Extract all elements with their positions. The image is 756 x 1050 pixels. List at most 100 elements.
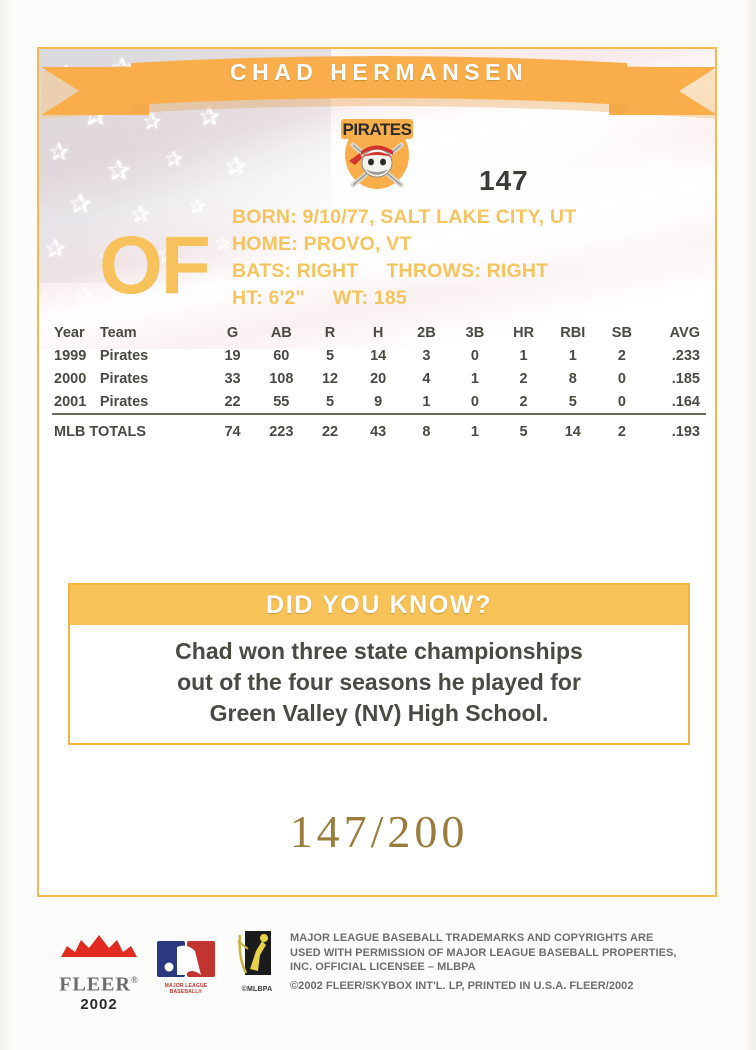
col-2b: 2B [417, 324, 436, 341]
col-team: Team [99, 324, 137, 341]
cell-totals-label: MLB TOTALS [52, 413, 209, 445]
bio-bats: BATS: RIGHT [232, 260, 359, 282]
star-icon: ✰ [99, 245, 118, 270]
card-number: 147 [479, 165, 529, 196]
table-row: 2001 Pirates 22 55 5 9 1 0 2 5 0 .164 [52, 390, 706, 414]
legal-text: MAJOR LEAGUE BASEBALL TRADEMARKS AND COP… [290, 931, 710, 993]
cell-hr: 2 [519, 393, 528, 410]
table-header-row: Year Team G AB R H 2B 3B HR RBI SB AVG [52, 321, 706, 344]
legal-line-2: USED WITH PERMISSION OF MAJOR LEAGUE BAS… [290, 946, 677, 959]
cell-rbi: 8 [568, 370, 577, 387]
star-icon: ✰ [107, 155, 131, 186]
cell-avg: .164 [671, 393, 700, 410]
page-title: CHAD HERMANSEN [229, 59, 529, 85]
svg-text:PIRATES: PIRATES [343, 120, 412, 139]
col-avg: AVG [669, 324, 700, 341]
mlb-caption: MAJOR LEAGUE BASEBALL® [164, 983, 208, 995]
cell-sb: 0 [617, 370, 626, 387]
serial-number: 147/200 [289, 806, 469, 857]
cell-sb: 2 [617, 347, 626, 364]
cell-team: Pirates [99, 370, 149, 387]
cell-r: 12 [321, 370, 339, 387]
cell-g: 19 [224, 347, 241, 364]
footer-logos: FLEER® 2002 MAJOR LEAGUE BASEBALL® [51, 923, 281, 1013]
bio-ht-wt: HT: 6'2" WT: 185 [232, 285, 576, 312]
cell-hr: 1 [519, 347, 528, 364]
star-icon: ✰ [157, 239, 179, 269]
cell-totals-3b: 1 [450, 413, 500, 445]
star-icon: ✰ [75, 284, 93, 307]
col-r: R [324, 324, 336, 341]
did-you-know-header: DID YOU KNOW? [70, 585, 688, 625]
col-sb: SB [611, 324, 632, 341]
star-icon: ✰ [199, 103, 220, 131]
cell-team: Pirates [99, 347, 149, 364]
bio-throws: THROWS: RIGHT [386, 260, 549, 282]
did-you-know-box: DID YOU KNOW? Chad won three state champ… [68, 583, 690, 745]
cell-team: Pirates [99, 393, 149, 410]
player-bio: BORN: 9/10/77, SALT LAKE CITY, UT HOME: … [232, 204, 576, 312]
cell-year: 2000 [54, 370, 87, 387]
pirates-team-logo-icon: PIRATES [335, 103, 419, 195]
card-footer: FLEER® 2002 MAJOR LEAGUE BASEBALL® [37, 905, 719, 1015]
star-icon: ✰ [225, 151, 247, 181]
player-position: OF [99, 220, 211, 311]
bio-bats-throws: BATS: RIGHT THROWS: RIGHT [232, 258, 576, 285]
table-totals-row: MLB TOTALS 74 223 22 43 8 1 5 14 2 .193 [52, 413, 706, 445]
cell-totals-hr: 5 [499, 413, 549, 445]
legal-line-4: ©2002 FLEER/SKYBOX INT'L. LP, PRINTED IN… [290, 979, 634, 992]
col-ab: AB [270, 324, 292, 341]
cell-h: 20 [370, 370, 387, 387]
cell-totals-ab: 223 [256, 413, 306, 445]
col-g: G [226, 324, 239, 341]
cell-avg: .233 [671, 347, 700, 364]
cell-h: 9 [374, 393, 383, 410]
bio-wt: WT: 185 [332, 287, 407, 309]
star-icon: ✰ [69, 189, 92, 219]
mlbpa-caption: ©MLBPA [241, 986, 273, 993]
bio-ht: HT: 6'2" [232, 287, 305, 309]
mlbpa-logo-icon: ©MLBPA [227, 929, 287, 993]
cell-3b: 0 [470, 347, 479, 364]
cell-r: 5 [325, 347, 335, 364]
did-you-know-line-3: Green Valley (NV) High School. [209, 700, 549, 726]
cell-year: 2001 [54, 393, 87, 410]
card-inner-frame: ✰ ✰ ✰ ✰ ✰ ✰ ✰ ✰ ✰ ✰ ✰ ✰ ✰ ✰ ✰ ✰ ✰ ✰ ✰ [37, 47, 717, 897]
table-row: 1999 Pirates 19 60 5 14 3 0 1 1 2 .233 [52, 344, 706, 367]
name-ribbon-banner [39, 53, 715, 127]
cell-totals-sb: 2 [597, 413, 647, 445]
cell-ab: 60 [273, 347, 290, 364]
col-hr: HR [513, 324, 535, 341]
cell-rbi: 5 [568, 393, 577, 410]
did-you-know-line-1: Chad won three state championships [175, 638, 583, 664]
star-icon: ✰ [135, 292, 151, 312]
legal-line-3: INC. OFFICIAL LICENSEE – MLBPA [290, 961, 476, 973]
table-row: 2000 Pirates 33 108 12 20 4 1 2 8 0 .185 [52, 367, 706, 390]
career-stats-table: Year Team G AB R H 2B 3B HR RBI SB AVG 1… [52, 321, 706, 445]
mlb-logo-icon: MAJOR LEAGUE BASEBALL® [155, 941, 217, 995]
cell-2b: 4 [422, 370, 431, 387]
col-rbi: RBI [560, 324, 586, 341]
col-h: H [372, 324, 384, 341]
star-icon: ✰ [215, 234, 231, 255]
fleer-year: 2002 [80, 995, 118, 1013]
cell-totals-r: 22 [305, 413, 355, 445]
star-icon: ✰ [165, 148, 183, 171]
cell-h: 14 [370, 347, 387, 364]
col-3b: 3B [465, 324, 485, 341]
cell-3b: 1 [470, 370, 479, 387]
cell-rbi: 1 [568, 347, 577, 364]
bio-home: HOME: PROVO, VT [232, 233, 412, 255]
cell-r: 5 [325, 393, 335, 410]
cell-g: 22 [224, 393, 241, 410]
cell-totals-2b: 8 [402, 413, 451, 445]
cell-sb: 0 [617, 393, 626, 410]
cell-totals-h: 43 [354, 413, 403, 445]
cell-ab: 55 [273, 393, 290, 410]
fleer-wordmark: FLEER® [59, 973, 139, 996]
did-you-know-body: Chad won three state championships out o… [70, 625, 688, 743]
cell-2b: 1 [422, 393, 431, 410]
cell-totals-rbi: 14 [548, 413, 598, 445]
cell-avg: .185 [671, 370, 700, 387]
